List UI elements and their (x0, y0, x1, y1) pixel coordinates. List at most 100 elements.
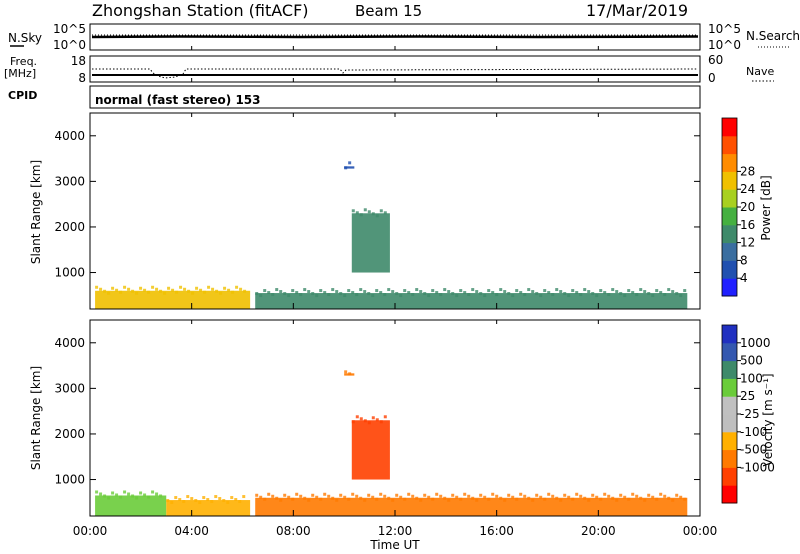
velocity-echo-speckle (198, 501, 202, 505)
power-echo-speckle (387, 288, 391, 292)
velocity-echo-speckle (323, 492, 327, 496)
power-echo-speckle (299, 293, 303, 297)
velocity-ytick-label: 2000 (54, 427, 85, 441)
power-echo-speckle (131, 289, 135, 293)
velocity-echo-speckle (347, 497, 351, 501)
power-echo-speckle (331, 288, 335, 292)
power-y-axis: 1000 2000 3000 4000 (54, 129, 700, 280)
velocity-echo-speckle (667, 496, 671, 500)
velocity-echo-speckle (603, 492, 607, 496)
velocity-echo-speckle (435, 492, 439, 496)
velocity-echo-speckle (355, 494, 359, 498)
power-echo-speckle (271, 293, 275, 297)
velocity-echo-speckle (631, 492, 635, 496)
power-echo-speckle (567, 294, 571, 298)
velocity-echo-speckle (511, 495, 515, 499)
velocity-echo-speckle (363, 419, 367, 423)
power-colorbar-tick-label: 20 (740, 200, 755, 214)
velocity-echo-speckle (111, 491, 115, 495)
power-echo-speckle (195, 286, 199, 290)
power-echo-speckle (347, 289, 351, 293)
velocity-echo-speckle (495, 494, 499, 498)
x-tick-label: 08:00 (276, 524, 311, 538)
velocity-echo-speckle (443, 496, 447, 500)
velocity-echo-speckle (467, 494, 471, 498)
velocity-echo-speckle (379, 420, 383, 424)
power-echo-speckle (639, 288, 643, 292)
power-colorbar-segment (722, 224, 737, 244)
velocity-echo-speckle (503, 498, 507, 502)
power-echo-speckle (315, 294, 319, 298)
velocity-echo-speckle (170, 501, 174, 505)
power-echo-speckle (339, 292, 343, 296)
power-echo-speckle (348, 161, 352, 165)
velocity-echo-speckle (679, 495, 683, 499)
power-echo-speckle (203, 290, 207, 294)
velocity-echo-speckle (242, 495, 246, 499)
velocity-echo-speckle (523, 494, 527, 498)
cpid-panel-frame (89, 85, 701, 109)
x-tick-label: 00:00 (683, 524, 718, 538)
velocity-echo-speckle (174, 496, 178, 500)
velocity-echo-speckle (659, 492, 663, 496)
power-echo-speckle (583, 288, 587, 292)
velocity-ytick-label: 1000 (54, 473, 85, 487)
velocity-echo-speckle (527, 496, 531, 500)
velocity-echo-speckle (611, 496, 615, 500)
power-echo-speckle (579, 293, 583, 297)
velocity-echo-speckle (178, 498, 182, 502)
power-echo-speckle (415, 288, 419, 292)
velocity-echo-speckle (375, 497, 379, 501)
velocity-echo-speckle (295, 492, 299, 496)
power-echo-speckle (379, 209, 383, 213)
nsky-trace (91, 35, 699, 39)
power-echo-speckle (311, 292, 315, 296)
power-ytick-label: 1000 (54, 266, 85, 280)
power-echo-speckle (475, 290, 479, 294)
date-label: 17/Mar/2019 (586, 1, 688, 20)
velocity-echo-speckle (307, 498, 311, 502)
power-panel: 1000 2000 3000 4000 Slant Range [km] 4 8 12 16… (29, 112, 773, 310)
velocity-echo-speckle (355, 415, 359, 419)
velocity-echo-speckle (635, 494, 639, 498)
power-echo-speckle (667, 288, 671, 292)
power-echo-speckle (375, 289, 379, 293)
velocity-panel: 1000 2000 3000 4000 Slant Range [km] 1000 50… (29, 319, 775, 517)
power-echo-speckle (483, 294, 487, 298)
power-ytick-label: 2000 (54, 220, 85, 234)
nsky-tick-low: 10^0 (53, 38, 86, 52)
velocity-echo-speckle (531, 498, 535, 502)
power-echo-speckle (187, 289, 191, 293)
velocity-echo-speckle (226, 501, 230, 505)
velocity-echo-speckle (214, 495, 218, 499)
velocity-echo-speckle (423, 493, 427, 497)
velocity-echo-speckle (427, 495, 431, 499)
velocity-echo-speckle (515, 497, 519, 501)
nsearch-label: N.Search (746, 29, 800, 43)
station-title: Zhongshan Station (fitACF) (92, 1, 309, 20)
power-echo-speckle (395, 292, 399, 296)
time-x-axis: 00:00 04:00 08:00 12:00 16:00 20:00 00:00 (73, 46, 718, 538)
velocity-echo-speckle (123, 490, 127, 494)
velocity-echo-speckle (539, 495, 543, 499)
velocity-echo-speckle (351, 492, 355, 496)
power-colorbar-label: Power [dB] (759, 175, 773, 240)
power-echo-speckle (215, 289, 219, 293)
velocity-echo-speckle (234, 498, 238, 502)
velocity-echo-speckle (159, 494, 163, 498)
velocity-echo-region (166, 500, 251, 516)
velocity-echo-speckle (671, 498, 675, 502)
power-echo-speckle (435, 291, 439, 295)
power-echo-speckle (167, 286, 171, 290)
velocity-echo-speckle (415, 496, 419, 500)
power-echo-region (95, 290, 251, 309)
velocity-echo-speckle (459, 497, 463, 501)
velocity-echo-speckle (383, 415, 387, 419)
power-echo-speckle (171, 288, 175, 292)
power-echo-speckle (379, 291, 383, 295)
power-echo-speckle (463, 291, 467, 295)
power-colorbar-tick-label: 8 (740, 253, 748, 267)
power-echo-speckle (139, 286, 143, 290)
power-echo-speckle (515, 289, 519, 293)
velocity-echo-speckle (348, 372, 352, 376)
